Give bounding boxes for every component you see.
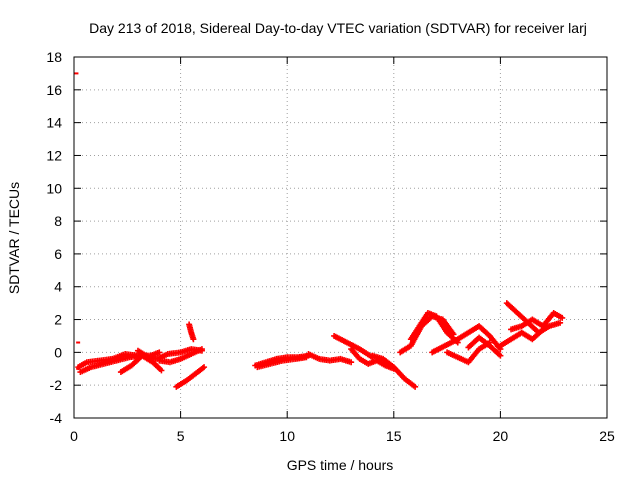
data-point [198, 346, 205, 353]
data-point [201, 364, 208, 371]
y-tick-label: 18 [46, 49, 62, 65]
data-point [303, 354, 310, 361]
x-axis-title: GPS time / hours [287, 457, 394, 473]
data-track [497, 326, 547, 349]
y-tick-label: -4 [50, 410, 63, 426]
data-points [74, 72, 566, 390]
data-track [465, 334, 504, 359]
y-tick-label: 14 [46, 115, 62, 131]
x-tick-label: 20 [493, 428, 509, 444]
data-track [429, 323, 504, 356]
data-track [348, 346, 397, 372]
data-point [559, 314, 566, 321]
x-tick-label: 25 [599, 428, 615, 444]
x-tick-label: 15 [386, 428, 402, 444]
y-tick-label: 10 [46, 180, 62, 196]
data-track [156, 346, 205, 366]
data-track [369, 352, 419, 390]
data-point [557, 319, 564, 326]
data-point [412, 383, 419, 390]
data-track [508, 309, 566, 333]
y-tick-label: -2 [50, 377, 63, 393]
x-tick-label: 5 [177, 428, 185, 444]
data-track [331, 332, 376, 361]
data-point [158, 367, 165, 374]
y-tick-label: 0 [54, 344, 62, 360]
data-point [156, 349, 163, 356]
y-tick-label: 12 [46, 147, 62, 163]
data-track [77, 352, 144, 376]
data-point [497, 352, 504, 359]
data-track [305, 351, 355, 366]
plot-area-frame [73, 56, 608, 419]
data-track [117, 352, 165, 376]
data-point [190, 336, 197, 343]
y-axis-title: SDTVAR / TECUs [6, 182, 22, 294]
y-tick-label: 2 [54, 312, 62, 328]
data-point [540, 326, 547, 333]
grid-lines [74, 57, 607, 418]
y-tick-label: 6 [54, 246, 62, 262]
x-tick-label: 0 [70, 428, 78, 444]
data-track [254, 354, 310, 371]
data-track [186, 321, 197, 343]
y-tick-label: 8 [54, 213, 62, 229]
chart-title: Day 213 of 2018, Sidereal Day-to-day VTE… [89, 20, 587, 36]
y-tick-label: 16 [46, 82, 62, 98]
axis-ticks: 0 5 10 15 20 25 -4 -2 0 2 4 6 8 10 12 14 16 18 [46, 49, 615, 444]
x-tick-label: 10 [279, 428, 295, 444]
data-track [173, 364, 208, 390]
y-tick-label: 4 [54, 279, 62, 295]
data-point [348, 359, 355, 366]
